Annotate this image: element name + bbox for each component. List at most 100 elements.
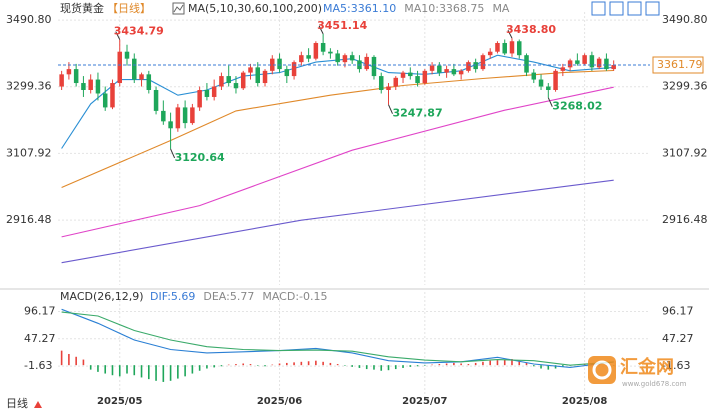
ma-value: MA5:3361.10 — [323, 2, 396, 15]
annotation-leader — [115, 31, 121, 40]
macd-bar — [482, 361, 484, 366]
y-tick-label-right: 96.17 — [662, 304, 694, 317]
macd-bar — [307, 361, 310, 366]
y-tick-label-right: 3107.92 — [662, 146, 708, 159]
macd-bar — [394, 365, 397, 370]
macd-bar — [525, 362, 528, 366]
macd-bar — [540, 365, 542, 369]
toolbar[interactable] — [591, 1, 660, 16]
last-price-label: 3361.79 — [657, 58, 703, 71]
macd-bar — [562, 365, 564, 367]
macd-bar — [213, 365, 215, 368]
candle-body — [560, 67, 566, 71]
candle-body — [226, 76, 231, 84]
macd-bar — [155, 365, 157, 381]
candle-body — [277, 58, 282, 70]
candle-body — [320, 42, 326, 52]
candle-body — [400, 72, 406, 78]
candle-body — [182, 107, 188, 124]
candle-body — [291, 62, 297, 77]
macd-bar — [409, 365, 412, 367]
candle-body — [262, 70, 268, 84]
annotation: 3247.87 — [393, 107, 443, 120]
macd-bar — [460, 363, 462, 366]
macd-bar — [336, 364, 339, 366]
macd-label: MACD(26,12,9) — [60, 290, 144, 303]
candle-body — [270, 58, 275, 71]
macd-bar — [286, 362, 288, 366]
macd-bar — [75, 356, 77, 366]
indicator-icon — [172, 2, 185, 15]
candle-body — [589, 55, 595, 68]
toolbar-button[interactable] — [627, 1, 642, 16]
macd-bar — [315, 360, 317, 366]
toolbar-button[interactable] — [591, 1, 606, 16]
ma-value: MA — [492, 2, 509, 15]
candle-body — [168, 121, 173, 129]
macd-bar — [162, 365, 165, 382]
macd-bar — [242, 363, 245, 366]
x-tick-label: 2025/06 — [257, 396, 302, 407]
macd-line — [61, 311, 614, 366]
candle-body — [204, 90, 210, 97]
candle-body — [102, 93, 108, 108]
macd-bar — [365, 365, 368, 370]
macd-bar — [68, 353, 70, 366]
annotation: 3120.64 — [175, 151, 225, 164]
macd-bar — [380, 365, 383, 371]
candle-body — [582, 55, 587, 64]
macd-bar — [300, 361, 303, 366]
macd-bar — [256, 365, 259, 366]
candle-body — [73, 69, 79, 84]
candle-body — [444, 69, 449, 73]
y-tick-label: 3490.80 — [6, 13, 52, 26]
candle-body — [408, 72, 413, 77]
candle-body — [393, 77, 399, 87]
watermark-name: 汇金网 — [620, 356, 674, 378]
candle-body — [575, 60, 580, 64]
macd-bar — [184, 365, 186, 377]
period-button-label[interactable]: 日线 — [6, 396, 28, 410]
y-tick-label: 47.27 — [24, 332, 56, 345]
candle-body — [124, 51, 130, 59]
macd-bar — [104, 365, 107, 374]
toolbar-button[interactable] — [609, 1, 624, 16]
ma-line — [61, 179, 614, 264]
period-button[interactable]: 日线 — [6, 396, 42, 410]
macd-bar — [89, 365, 92, 370]
macd-bar — [496, 360, 499, 366]
x-tick-label: 2025/05 — [97, 396, 142, 407]
candle-body — [437, 65, 442, 73]
candle-body — [110, 83, 115, 108]
candle-body — [313, 42, 319, 59]
watermark-url: www.gold678.com — [622, 380, 687, 388]
macd-value: MACD:-0.15 — [262, 290, 327, 303]
candle-body — [531, 72, 537, 80]
macd-bar — [227, 364, 230, 366]
macd-bar — [322, 361, 324, 366]
candle-body — [66, 69, 72, 75]
candle-body — [422, 70, 428, 84]
toolbar-button[interactable] — [645, 1, 660, 16]
macd-bar — [60, 350, 63, 366]
candle-body — [364, 56, 369, 70]
macd-bar — [82, 359, 85, 366]
candle-body — [139, 74, 144, 80]
candle-body — [516, 41, 522, 56]
macd-bar — [489, 360, 491, 366]
candle-body — [509, 41, 515, 54]
candle-body — [546, 86, 551, 90]
candle-body — [233, 83, 239, 89]
macd-bar — [511, 359, 513, 366]
chart-title: 现货黄金 — [60, 1, 104, 15]
annotation-leader — [170, 148, 176, 159]
candle-body — [175, 107, 181, 129]
x-tick-label: 2025/08 — [562, 396, 607, 407]
macd-value: DEA:5.77 — [203, 290, 254, 303]
annotation: 3438.80 — [506, 23, 556, 36]
macd-bar — [503, 359, 506, 366]
macd-bar — [547, 365, 550, 370]
macd-bar — [424, 365, 426, 366]
